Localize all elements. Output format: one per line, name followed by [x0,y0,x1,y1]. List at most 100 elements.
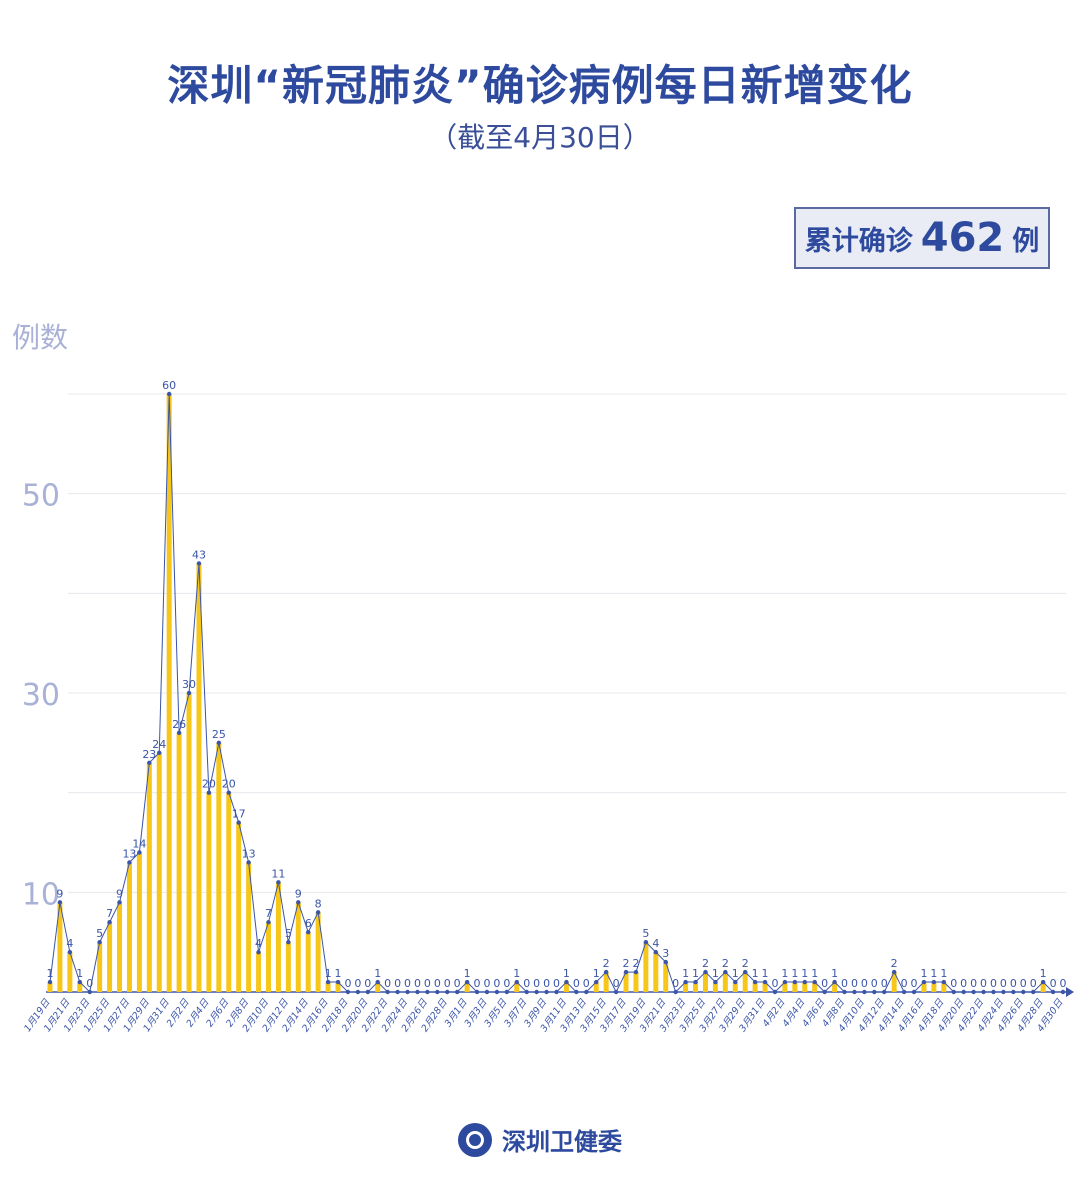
data-label: 60 [162,379,176,392]
data-point [365,989,371,995]
data-point [623,969,629,975]
data-point [266,920,271,925]
bar [226,792,232,992]
data-label: 13 [242,847,256,860]
data-point [226,790,231,795]
data-label: 1 [682,967,689,980]
bar [176,732,182,992]
data-label: 5 [285,927,292,940]
data-point [484,989,490,995]
data-point [286,939,291,945]
data-point [524,989,529,995]
y-axis-label: 例数 [12,321,69,354]
data-label: 0 [404,977,411,990]
data-label: 0 [384,977,391,990]
data-label: 0 [364,977,371,990]
data-label: 0 [493,977,500,990]
data-point [246,860,251,865]
data-label: 5 [642,927,649,940]
bar [335,982,341,992]
data-label: 0 [354,977,361,990]
data-label: 1 [1040,967,1047,980]
bar [77,982,83,992]
bar [186,693,192,992]
bar [1040,982,1046,992]
bar [246,862,252,992]
data-label: 0 [901,977,908,990]
data-point [594,979,599,985]
data-point [425,989,430,995]
data-point [236,820,241,825]
bar [563,982,569,992]
data-point [47,979,53,985]
data-point [137,850,142,855]
data-label: 0 [1030,977,1037,990]
bar [693,982,699,992]
data-label: 1 [513,967,520,980]
page-title: 深圳“新冠肺炎”确诊病例每日新增变化 [167,61,913,110]
data-label: 0 [960,977,967,990]
data-point [1060,989,1066,995]
bar [683,982,689,992]
data-label: 0 [1060,977,1067,990]
data-point [613,989,619,995]
data-point [345,989,351,995]
data-point [772,989,778,995]
bar [305,932,311,992]
data-label: 0 [573,977,580,990]
total-label: 累计确诊 [804,225,913,257]
data-point [554,989,559,995]
data-label: 0 [911,977,918,990]
data-point [166,391,172,397]
data-point [117,900,122,905]
bar [166,394,172,992]
data-label: 0 [1010,977,1017,990]
data-label: 1 [464,967,471,980]
data-label: 3 [662,947,669,960]
data-point [643,939,649,945]
bar [593,982,599,992]
data-point [77,979,82,985]
data-point [157,750,162,755]
data-label: 17 [232,808,246,821]
data-label: 0 [851,977,858,990]
data-label: 2 [702,957,709,970]
data-point [514,979,519,985]
data-point [335,979,341,985]
bar [146,762,152,992]
data-label: 0 [1050,977,1057,990]
data-point [891,969,897,975]
data-point [683,979,688,985]
data-label: 0 [871,977,878,990]
data-point [802,979,807,985]
data-label: 1 [781,967,788,980]
data-point [494,989,500,995]
data-point [276,880,281,885]
data-label: 0 [583,977,590,990]
data-point [97,939,102,945]
data-point [256,949,261,955]
data-label: 4 [255,937,262,950]
data-point [703,969,708,975]
data-label: 0 [950,977,957,990]
y-tick-label: 30 [22,678,60,713]
data-point [186,690,192,696]
data-point [574,989,579,995]
data-point [1040,979,1046,985]
data-label: 0 [980,977,987,990]
data-label: 1 [47,967,54,980]
bar [792,982,798,992]
data-point [693,979,698,985]
data-point [733,979,738,985]
data-point [445,989,450,995]
data-label: 0 [970,977,977,990]
data-label: 0 [821,977,828,990]
footer-org: 深圳卫健委 [502,1128,622,1156]
bar [832,982,838,992]
data-point [147,760,152,765]
data-label: 1 [801,967,808,980]
bar [722,972,728,992]
data-label: 0 [424,977,431,990]
data-point [951,989,956,995]
